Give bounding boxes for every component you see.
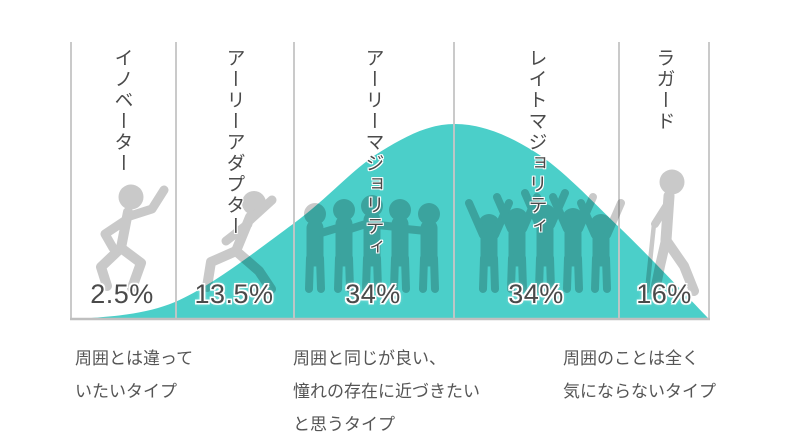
segment-label-early-adopter: アーリーアダプター xyxy=(223,48,245,237)
description-line: 周囲とは違って xyxy=(75,349,194,368)
description-innovator-type: 周囲とは違って いたいタイプ xyxy=(75,342,193,408)
group-arms-on-shoulders-icon xyxy=(304,195,440,293)
segment-label-late-majority: レイトマジョリティ xyxy=(525,48,547,237)
percent-early-adopter: 13.5% xyxy=(194,279,274,309)
segment-label-laggard: ラガード xyxy=(653,48,675,132)
description-line: 憧れの存在に近づきたい xyxy=(293,382,480,401)
segment-label-innovator: イノベーター xyxy=(111,48,133,174)
running-person-icon xyxy=(96,184,169,293)
cane xyxy=(644,221,657,294)
percent-early-majority: 34% xyxy=(345,279,401,309)
stretching-person-icon xyxy=(202,191,277,294)
group-cheering-icon xyxy=(465,189,625,293)
description-line: 周囲のことは全く xyxy=(563,349,699,368)
percent-innovator: 2.5% xyxy=(90,279,154,309)
description-majority-type: 周囲と同じが良い、 憧れの存在に近づきたい と思うタイプ xyxy=(293,342,480,441)
description-line: と思うタイプ xyxy=(293,415,395,434)
description-line: 周囲と同じが良い、 xyxy=(293,349,446,368)
percent-late-majority: 34% xyxy=(508,279,564,309)
percent-laggard: 16% xyxy=(636,279,692,309)
segment-label-early-majority: アーリーマジョリティ xyxy=(362,48,384,258)
section-divider-lines xyxy=(70,42,710,319)
description-line: 気にならないタイプ xyxy=(563,382,716,401)
description-laggard-type: 周囲のことは全く 気にならないタイプ xyxy=(563,342,716,408)
description-line: いたいタイプ xyxy=(75,382,177,401)
elderly-person-cane-icon xyxy=(644,169,699,296)
